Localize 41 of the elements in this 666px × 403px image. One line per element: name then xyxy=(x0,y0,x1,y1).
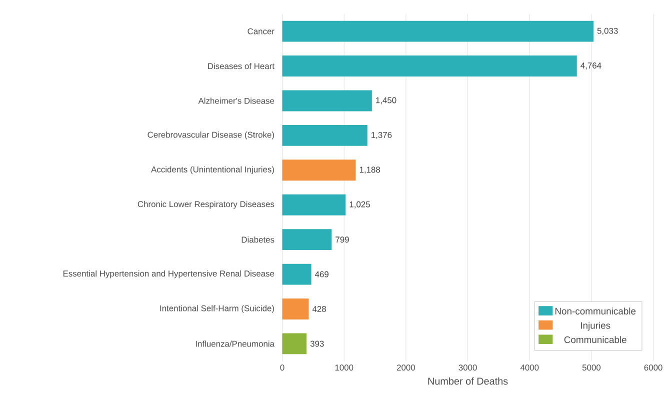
x-tick-label: 0 xyxy=(280,364,284,371)
data-label: 799 xyxy=(336,236,349,243)
y-tick-label: Cerebrovascular Disease (Stroke) xyxy=(148,132,274,140)
y-tick-label: Alzheimer's Disease xyxy=(198,98,274,104)
y-tick-label: Chronic Lower Respiratory Diseases xyxy=(138,200,274,209)
bar xyxy=(282,333,307,354)
y-tick-label: Influenza/Pneumonia xyxy=(196,340,274,347)
y-tick-label: Diabetes xyxy=(242,236,274,243)
bar xyxy=(282,90,372,112)
y-tick-label: Accidents (Unintentional Injuries) xyxy=(151,166,274,174)
x-tick-label: 2000 xyxy=(396,364,416,371)
bar xyxy=(282,160,356,181)
data-label: 5,033 xyxy=(597,28,618,35)
data-label: 1,025 xyxy=(350,201,370,208)
x-tick-label: 3000 xyxy=(458,364,477,371)
bar xyxy=(282,20,594,42)
bar xyxy=(282,124,368,146)
data-label: 1,450 xyxy=(376,97,396,104)
y-tick-label: Cancer xyxy=(248,28,274,34)
data-label: 4,764 xyxy=(580,62,602,70)
bar xyxy=(282,298,309,320)
legend-label: Communicable xyxy=(564,336,626,344)
data-label: 1,188 xyxy=(360,166,380,174)
text: Injuries xyxy=(581,322,610,331)
data-label: 1,376 xyxy=(372,132,392,139)
bar xyxy=(282,194,346,216)
x-tick-label: 1000 xyxy=(335,364,354,371)
y-tick-label: Intentional Self-Harm (Suicide) xyxy=(160,305,274,313)
legend-label: Non-communicable xyxy=(555,308,636,315)
x-tick-label: 6000 xyxy=(644,364,662,371)
bar xyxy=(282,229,332,250)
bar xyxy=(282,264,312,285)
data-label: 428 xyxy=(312,306,326,312)
data-label: 393 xyxy=(310,340,324,347)
bar xyxy=(282,56,577,77)
data-label: 469 xyxy=(314,271,328,278)
x-tick-label: 4000 xyxy=(520,364,539,371)
x-axis-title: Number of Deaths xyxy=(428,377,508,385)
y-tick-label: Essential Hypertension and Hypertensive Renal Disease xyxy=(63,270,274,278)
x-tick-label: 5000 xyxy=(582,364,601,371)
y-tick-label: Diseases of Heart xyxy=(208,62,274,70)
